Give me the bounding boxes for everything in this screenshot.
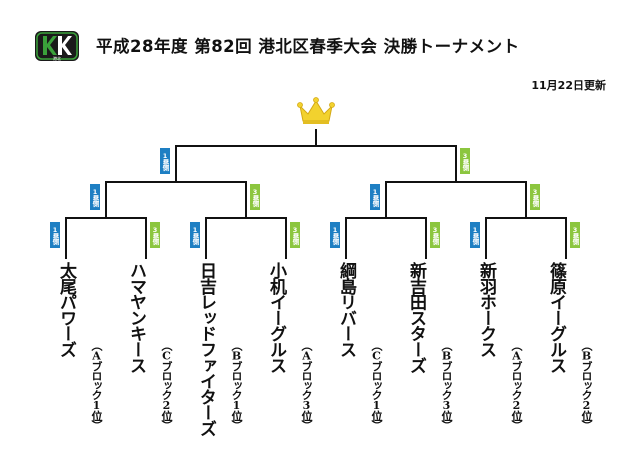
team-rank: （Cブロック1位） <box>370 340 383 430</box>
third-base-badge: 3塁側 <box>460 148 470 174</box>
first-base-badge: 1塁側 <box>330 222 340 248</box>
updated-date: 11月22日更新 <box>531 79 606 92</box>
team-rank: （Aブロック2位） <box>510 340 523 430</box>
team-name: 小机イーグルス <box>266 262 286 373</box>
third-base-badge: 3塁側 <box>430 222 440 248</box>
third-base-badge: 3塁側 <box>290 222 300 248</box>
third-base-badge: 3塁側 <box>570 222 580 248</box>
logo-caption: 港北 <box>53 55 61 61</box>
first-base-badge: 1塁側 <box>370 184 380 210</box>
team-rank: （Bブロック1位） <box>230 340 243 430</box>
third-base-badge: 3塁側 <box>530 184 540 210</box>
team-rank: （Aブロック1位） <box>90 340 103 430</box>
crown-icon <box>297 97 335 124</box>
page-title: 平成28年度 第82回 港北区春季大会 決勝トーナメント <box>96 37 520 56</box>
kk-shield-logo-icon: 港北 <box>35 31 79 61</box>
team-name: 綱島リバース <box>336 262 356 357</box>
team-name: 太尾パワーズ <box>56 262 76 357</box>
team-name: 新羽ホークス <box>476 262 496 357</box>
team-rank: （Cブロック2位） <box>160 340 173 430</box>
first-base-badge: 1塁側 <box>160 148 170 174</box>
team-rank: （Aブロック3位） <box>300 340 313 430</box>
first-base-badge: 1塁側 <box>190 222 200 248</box>
third-base-badge: 3塁側 <box>150 222 160 248</box>
third-base-badge: 3塁側 <box>250 184 260 210</box>
first-base-badge: 1塁側 <box>470 222 480 248</box>
team-name: 日吉レッドファイターズ <box>196 262 216 436</box>
team-name: 篠原イーグルス <box>546 262 566 373</box>
team-rank: （Bブロック2位） <box>580 340 593 430</box>
first-base-badge: 1塁側 <box>90 184 100 210</box>
team-name: 新吉田スターズ <box>406 262 426 373</box>
team-rank: （Bブロック3位） <box>440 340 453 430</box>
team-name: ハマヤンキース <box>126 262 146 373</box>
first-base-badge: 1塁側 <box>50 222 60 248</box>
